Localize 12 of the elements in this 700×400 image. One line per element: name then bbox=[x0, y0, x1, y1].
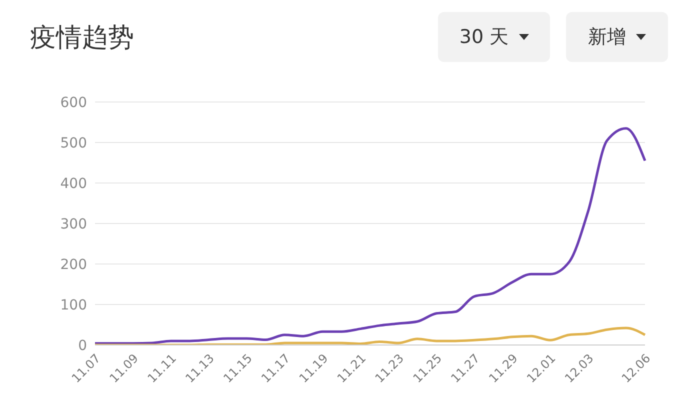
y-tick-label: 0 bbox=[78, 338, 87, 354]
chart-title: 疫情趋势 bbox=[30, 22, 134, 55]
text: 新增 bbox=[588, 25, 626, 50]
y-tick-label: 200 bbox=[60, 256, 87, 273]
y-tick-label: 500 bbox=[60, 135, 87, 152]
y-tick-label: 400 bbox=[60, 176, 87, 192]
y-tick-label: 100 bbox=[60, 297, 87, 314]
line-series bbox=[94, 326, 646, 345]
y-tick-label: 300 bbox=[60, 216, 87, 232]
text: 30 天 bbox=[459, 25, 509, 50]
y-tick-label: 600 bbox=[60, 94, 87, 111]
line-series bbox=[94, 127, 646, 345]
